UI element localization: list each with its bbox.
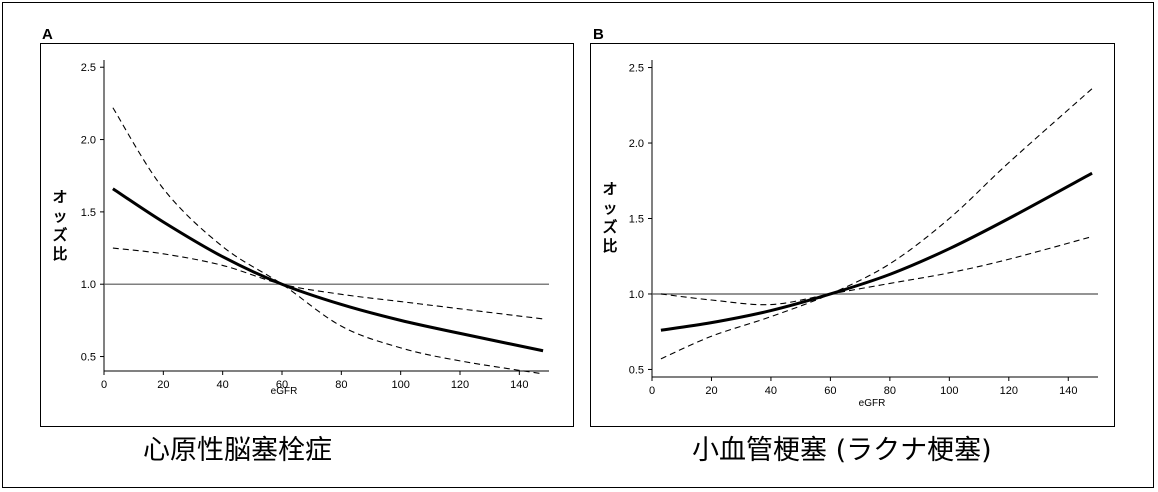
chart-b-ytick-label: 1.5 <box>629 214 644 226</box>
chart-b-ytick-label: 2.0 <box>629 138 644 150</box>
chart-a-xtick-label: 80 <box>335 379 347 391</box>
chart-b-xtick-label: 60 <box>824 385 836 397</box>
chart-b-series-estimate <box>660 171 1093 332</box>
panel-b-letter: B <box>593 26 604 43</box>
panel-a <box>40 43 574 427</box>
panel-a-letter: A <box>42 26 53 43</box>
chart-b-ytick-label: 2.5 <box>629 63 644 75</box>
chart-b-series-upper-ci <box>660 88 1093 360</box>
chart-a-ytick-label: 2.0 <box>81 135 96 147</box>
panel-b-ylabel: オッズ比 <box>602 180 618 255</box>
chart-a-xtick-label: 40 <box>217 379 229 391</box>
chart-a-ytick-label: 1.5 <box>81 207 96 219</box>
chart-a-xtick-label: 140 <box>510 379 528 391</box>
chart-a-ytick-label: 0.5 <box>81 352 96 364</box>
chart-b-xtick-label: 140 <box>1059 385 1077 397</box>
chart-b-ytick-label: 1.0 <box>629 289 644 301</box>
chart-b-ytick-label: 0.5 <box>629 364 644 376</box>
chart-a-xtick-label: 120 <box>451 379 469 391</box>
chart-a-xtick-label: 0 <box>101 379 107 391</box>
panel-b <box>590 43 1115 427</box>
panel-a-ylabel: オッズ比 <box>52 188 68 263</box>
chart-a-ytick-label: 2.5 <box>81 62 96 74</box>
chart-a-xlabel: eGFR <box>271 386 298 397</box>
panel-b-caption: 小血管梗塞 (ラクナ梗塞) <box>692 435 992 466</box>
chart-b-xtick-label: 0 <box>649 385 655 397</box>
chart-a-xtick-label: 100 <box>391 379 409 391</box>
chart-b-xtick-label: 80 <box>884 385 896 397</box>
chart-a-xtick-label: 60 <box>276 379 288 391</box>
chart-a-series-lower-ci <box>112 247 544 320</box>
chart-b-xtick-label: 120 <box>1000 385 1018 397</box>
chart-a-series-upper-ci <box>112 107 544 375</box>
chart-b-xtick-label: 20 <box>705 385 717 397</box>
chart-b-xtick-label: 100 <box>940 385 958 397</box>
chart-b-series-lower-ci <box>660 236 1093 306</box>
chart-b-xlabel: eGFR <box>859 398 886 409</box>
panel-a-caption: 心原性脳塞栓症 <box>143 435 332 466</box>
chart-b-xtick-label: 40 <box>765 385 777 397</box>
chart-a-xtick-label: 20 <box>157 379 169 391</box>
chart-a-series-estimate <box>112 187 544 353</box>
chart-a-ytick-label: 1.0 <box>81 279 96 291</box>
